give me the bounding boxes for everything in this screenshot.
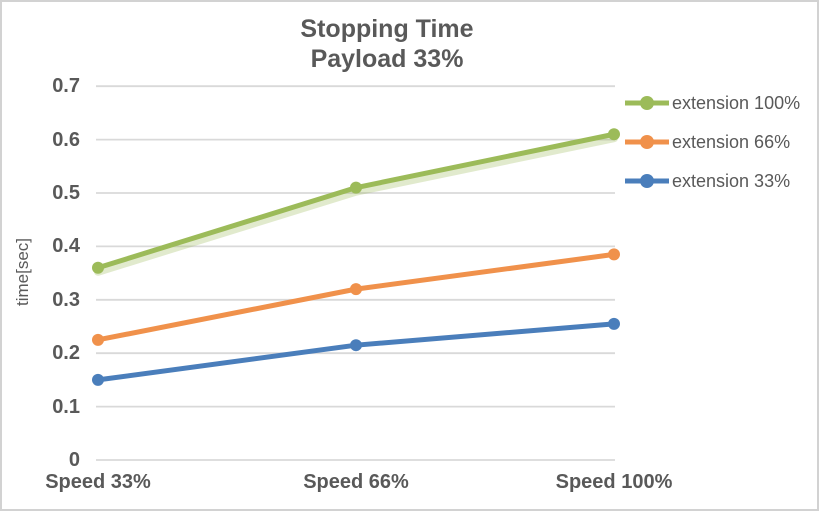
data-point-extension-100-2 — [608, 128, 620, 141]
x-tick-label: Speed 33% — [45, 471, 151, 493]
y-tick-label: 0.7 — [52, 75, 80, 98]
y-tick-label: 0.4 — [52, 235, 80, 258]
legend-marker-icon — [625, 96, 669, 110]
legend-label: extension 66% — [672, 131, 791, 152]
y-tick-label: 0.5 — [52, 182, 80, 204]
y-tick-label: 0.3 — [52, 288, 80, 311]
y-tick-label: 0.2 — [52, 342, 80, 365]
y-tick-label: 0.1 — [52, 395, 80, 418]
series-line-extension-33 — [95, 321, 617, 383]
chart-title-line2: Payload 33% — [310, 45, 464, 73]
data-point-extension-100-0 — [92, 261, 104, 274]
data-point-extension-33-0 — [92, 373, 104, 386]
data-point-extension-33-2 — [608, 317, 620, 330]
data-point-extension-66-0 — [92, 333, 104, 346]
chart-title-line1: Stopping Time — [300, 15, 474, 43]
legend-item-extension-66: extension 66% — [624, 131, 800, 153]
legend-label: extension 100% — [672, 92, 801, 113]
series-glow-extension-100 — [94, 134, 618, 276]
legend-label: extension 33% — [672, 170, 791, 191]
legend-marker-icon — [625, 135, 669, 149]
x-tick-label: Speed 100% — [555, 471, 673, 493]
data-point-extension-33-1 — [350, 339, 362, 352]
legend-marker-icon — [625, 174, 669, 188]
legend: extension 100% extension 66% extension 33% — [624, 92, 800, 209]
y-tick-label: 0 — [68, 449, 80, 471]
y-tick-label: 0.6 — [52, 128, 80, 151]
data-point-extension-66-1 — [350, 283, 362, 296]
series-line-extension-66 — [95, 251, 617, 343]
x-tick-label: Speed 66% — [303, 471, 409, 493]
data-point-extension-100-1 — [350, 181, 362, 194]
data-point-extension-66-2 — [608, 248, 620, 261]
chart-title: Stopping Time Payload 33% — [97, 14, 677, 74]
legend-item-extension-33: extension 33% — [624, 170, 800, 192]
legend-item-extension-100: extension 100% — [624, 92, 800, 114]
